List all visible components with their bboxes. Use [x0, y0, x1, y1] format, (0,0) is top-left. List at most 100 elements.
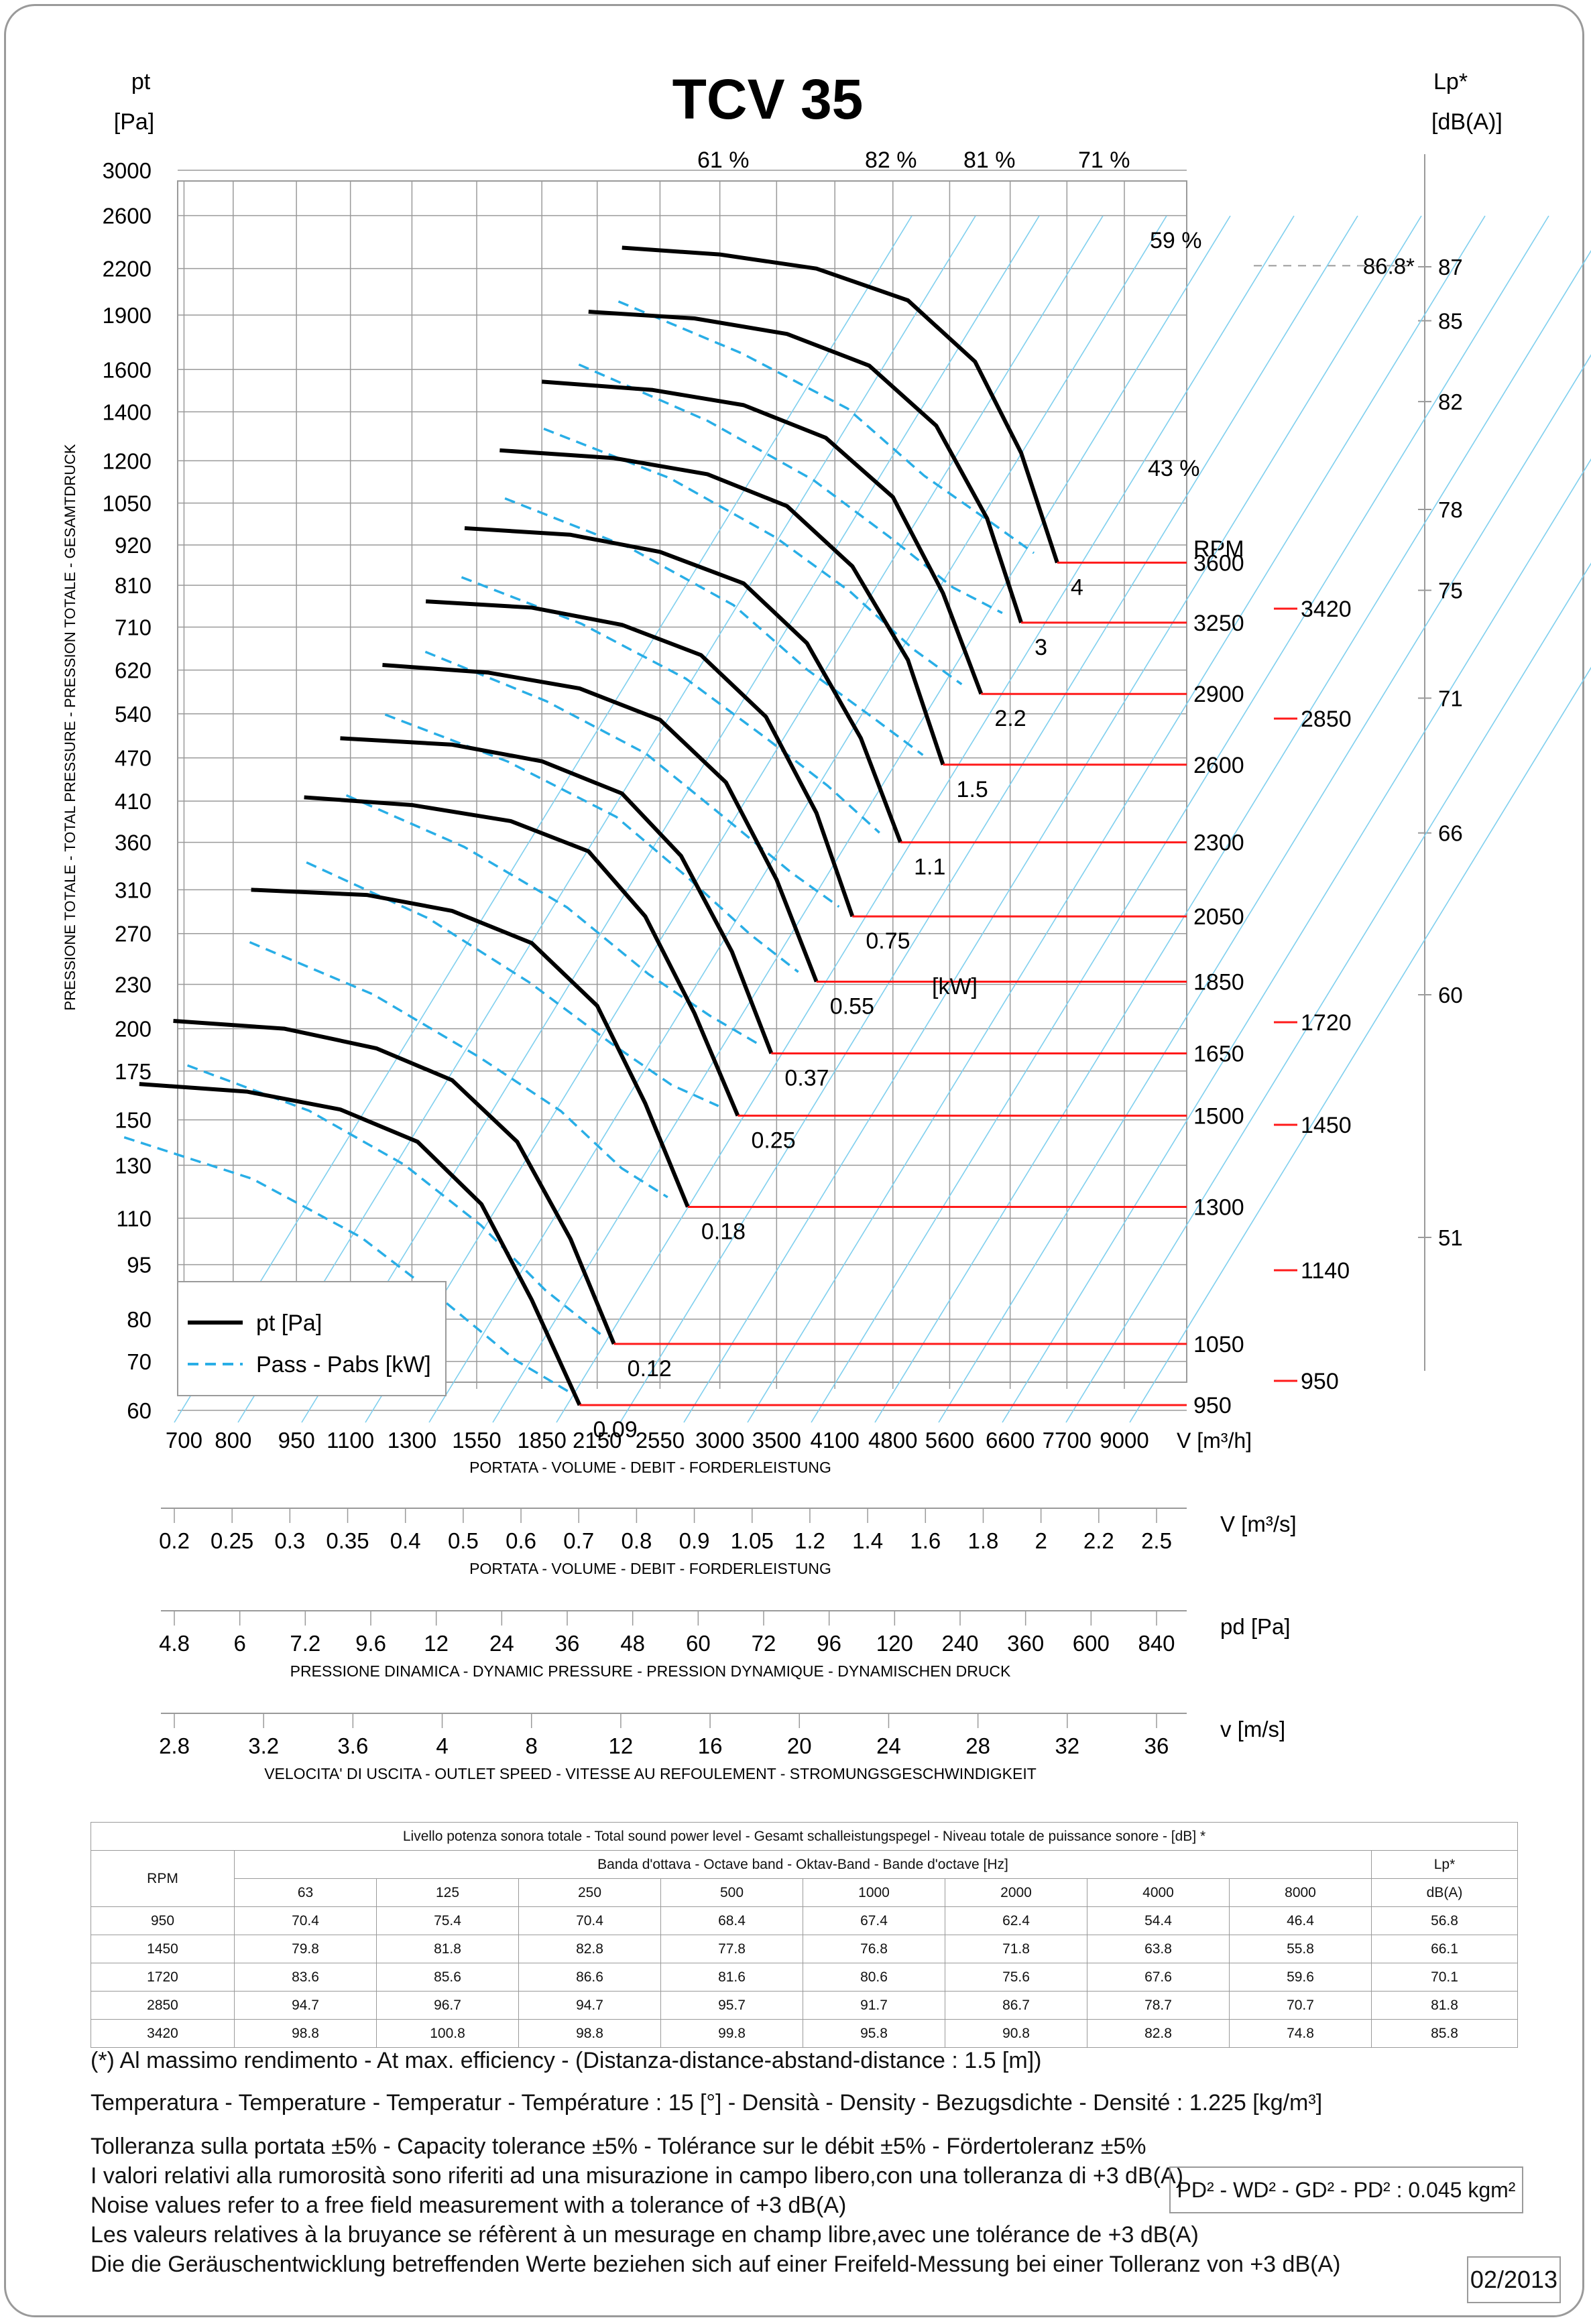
flow-m3s-tick-label: 0.9 — [679, 1528, 710, 1553]
note-noise-it: I valori relativi alla rumorosità sono r… — [91, 2163, 1183, 2189]
power-label: 0.55 — [830, 993, 874, 1019]
dynamic-pressure-tick-label: 4.8 — [159, 1631, 190, 1656]
efficiency-label: 81 % — [963, 147, 1016, 173]
y-tick-label: 60 — [127, 1398, 152, 1423]
dynamic-pressure-tick-label: 360 — [1007, 1631, 1044, 1656]
rpm-cell: 1450 — [91, 1935, 235, 1963]
level-cell: 86.6 — [518, 1963, 661, 1992]
dynamic-pressure-tick-label: 9.6 — [355, 1631, 386, 1656]
dynamic-pressure-tick-label: 48 — [620, 1631, 645, 1656]
efficiency-line — [620, 215, 1358, 1423]
outlet-speed-tick-label: 2.8 — [159, 1733, 190, 1758]
y-tick-label: 620 — [115, 658, 152, 683]
outlet-speed-tick-label: 8 — [526, 1733, 538, 1758]
power-curve-950 — [123, 1136, 576, 1397]
band-header-cell: 63 — [234, 1878, 377, 1907]
flow-m3s-tick-label: 0.3 — [274, 1528, 305, 1553]
rpm-label: 2900 — [1193, 682, 1244, 707]
rpm-cell: 3420 — [91, 2019, 235, 2048]
y-tick-label: 1900 — [103, 303, 152, 328]
level-cell: 83.6 — [234, 1963, 377, 1992]
sound-rpm-label: 950 — [1301, 1369, 1339, 1394]
level-cell: 71.8 — [945, 1935, 1087, 1963]
power-label: 0.18 — [701, 1219, 746, 1244]
sound-table-row: 950 70.4 75.4 70.4 68.4 67.4 62.4 54.4 46.4 56.8 — [91, 1906, 1519, 1935]
outlet-speed-tick-label: 3.6 — [337, 1733, 368, 1758]
level-cell: 98.8 — [234, 2019, 377, 2048]
power-label: 1.5 — [957, 777, 988, 802]
outlet-speed-tick-label: 36 — [1144, 1733, 1169, 1758]
dynamic-pressure-tick-label: 6 — [233, 1631, 245, 1656]
level-cell: 75.4 — [376, 1906, 519, 1935]
lp-tick-label: 60 — [1438, 983, 1463, 1007]
y-tick-label: 710 — [115, 615, 152, 639]
pressure-curve-1850 — [382, 663, 819, 983]
dynamic-pressure-caption: PRESSIONE DINAMICA - DYNAMIC PRESSURE - … — [290, 1662, 1011, 1680]
power-curve-1500 — [306, 861, 719, 1107]
level-cell: 75.6 — [945, 1963, 1087, 1992]
level-cell: 46.4 — [1229, 1906, 1372, 1935]
chart-title: TCV 35 — [672, 68, 864, 131]
dynamic-pressure-tick-label: 36 — [555, 1631, 580, 1656]
power-label: 3 — [1035, 635, 1047, 660]
level-cell: 67.6 — [1087, 1963, 1230, 1992]
flow-m3s-tick-label: 1.05 — [731, 1528, 774, 1553]
outlet-speed-tick-label: 16 — [698, 1733, 723, 1758]
y-tick-label: 310 — [115, 877, 152, 902]
flow-m3s-tick-label: 0.8 — [621, 1528, 652, 1553]
date-box: 02/2013 — [1467, 2256, 1561, 2303]
lp-tick-label: 78 — [1438, 497, 1463, 522]
efficiency-label: 82 % — [865, 147, 917, 173]
power-label: 4 — [1071, 574, 1083, 600]
sound-table-row: 1720 83.6 85.6 86.6 81.6 80.6 75.6 67.6 59.6 70.1 — [91, 1963, 1519, 1992]
rpm-label: 2050 — [1193, 904, 1244, 930]
pressure-curve-3250 — [588, 310, 1023, 623]
efficiency-line — [747, 215, 1486, 1423]
flow-m3s-tick-label: 1.2 — [794, 1528, 825, 1553]
level-cell: 63.8 — [1087, 1935, 1230, 1963]
power-label: 1.1 — [914, 855, 945, 880]
outlet-speed-caption: VELOCITA' DI USCITA - OUTLET SPEED - VIT… — [264, 1765, 1037, 1782]
outlet-speed-unit: v [m/s] — [1220, 1717, 1285, 1741]
rpm-cell: 1720 — [91, 1963, 235, 1992]
lp-axis-unit: [dB(A)] — [1431, 109, 1502, 135]
sound-rpm-label: 3420 — [1301, 597, 1352, 622]
flow-m3s-tick-label: 0.2 — [159, 1528, 190, 1553]
dynamic-pressure-tick-label: 60 — [686, 1631, 711, 1656]
outlet-speed-tick-label: 20 — [787, 1733, 812, 1758]
sound-rpm-label: 1720 — [1301, 1010, 1352, 1036]
x-tick-label: 3000 — [695, 1428, 744, 1453]
pressure-curve-1050 — [173, 1018, 616, 1345]
efficiency-label: 43 % — [1148, 456, 1200, 481]
y-tick-label: 80 — [127, 1307, 152, 1332]
level-cell: 86.7 — [945, 1991, 1087, 2020]
sound-table-band-header: Banda d'ottava - Octave band - Oktav-Ban… — [234, 1850, 1372, 1879]
power-label: 2.2 — [994, 706, 1026, 731]
flow-m3s-tick-label: 1.4 — [852, 1528, 883, 1553]
note-conditions: Temperatura - Temperature - Temperatur -… — [91, 2090, 1323, 2116]
band-header-cell: 1000 — [803, 1878, 945, 1907]
lp-axis-label: Lp* — [1433, 69, 1468, 95]
x-tick-label: 9000 — [1100, 1428, 1148, 1453]
y-axis-side-label: PRESSIONE TOTALE - TOTAL PRESSURE - PRES… — [62, 444, 78, 1010]
outlet-speed-tick-label: 3.2 — [248, 1733, 279, 1758]
x-tick-label: 950 — [278, 1428, 315, 1453]
sound-rpm-label: 2850 — [1301, 707, 1352, 732]
efficiency-line — [1065, 562, 1591, 1423]
lp-tick-label: 71 — [1438, 686, 1463, 711]
lp-tick-label: 75 — [1438, 578, 1463, 603]
level-cell: 67.4 — [803, 1906, 945, 1935]
level-cell: 95.8 — [803, 2019, 945, 2048]
lp-max-mark: 86.8* — [1363, 253, 1415, 278]
level-cell: 62.4 — [945, 1906, 1087, 1935]
y-tick-label: 360 — [115, 831, 152, 855]
rpm-label: 2600 — [1193, 753, 1244, 778]
pressure-curve-3600 — [622, 245, 1059, 564]
power-curve-2300 — [461, 576, 880, 834]
legend: pt [Pa] Pass - Pabs [kW] — [177, 1281, 447, 1396]
lp-tick-label: 85 — [1438, 308, 1463, 333]
legend-box — [177, 1281, 447, 1396]
x-tick-label: 4800 — [868, 1428, 917, 1453]
pressure-curve-1300 — [251, 888, 690, 1208]
x-tick-label: 3500 — [752, 1428, 801, 1453]
